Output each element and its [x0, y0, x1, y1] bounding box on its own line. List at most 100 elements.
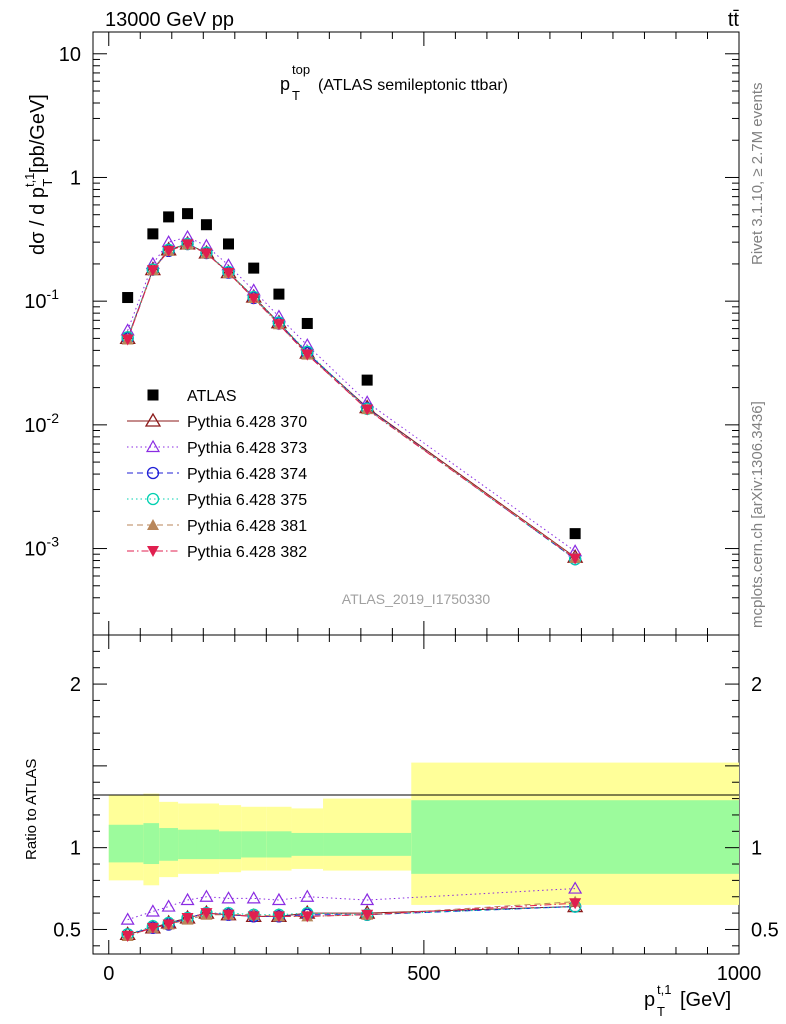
band-green [219, 831, 242, 860]
pythia-6-428-382-point [361, 404, 374, 416]
plot-title-sub: T [292, 88, 300, 103]
pythia-6-428-382-ratio-point [146, 922, 159, 934]
ratio-y-tick-label-right: 0.5 [751, 919, 779, 941]
pythia-6-428-373-ratio-point [221, 891, 236, 904]
pythia-6-428-382-point [222, 267, 235, 279]
legend-label-pythia-6-428-382: Pythia 6.428 382 [187, 544, 307, 561]
atlas-point [223, 238, 235, 250]
atlas-point [248, 262, 260, 274]
legend-label-atlas: ATLAS [187, 388, 237, 405]
pythia-6-428-382-point [181, 239, 194, 251]
legend-label-pythia-6-428-375: Pythia 6.428 375 [187, 492, 307, 509]
atlas-point [569, 528, 581, 540]
band-green [291, 832, 324, 856]
pythia-6-428-382-point [272, 319, 285, 331]
xlabel: p [644, 989, 655, 1011]
band-green [411, 800, 739, 874]
pythia-6-428-382-point [569, 553, 582, 565]
x-tick-label: 0 [103, 963, 114, 985]
band-green [108, 824, 144, 863]
pythia-6-428-382-ratio-point [200, 908, 213, 920]
ratio-y-tick-label-right: 2 [751, 674, 762, 696]
atlas-point [361, 374, 373, 386]
ratio-y-tick-label: 1 [70, 838, 81, 860]
pythia-6-428-382-ratio-point [222, 909, 235, 921]
atlas-point [273, 288, 285, 300]
axis-ticks: 10 1 10-1 10-2 10-3 0 500 1000 0.5 0.5 1 1 2 2 [24, 32, 779, 985]
pythia-6-428-373-ratio-line [127, 888, 576, 921]
mcplots-label: mcplots.cern.ch [arXiv:1306.3436] [749, 401, 766, 628]
pythia-6-428-370-ratio-line [127, 906, 576, 935]
pythia-6-428-373-ratio-point [568, 881, 583, 894]
pythia-6-428-373-ratio-point [300, 889, 315, 902]
pythia-6-428-382-point [200, 248, 213, 260]
pythia-6-428-373-ratio-point [145, 904, 160, 917]
band-green [241, 831, 267, 858]
pythia-6-428-374-ratio-line [127, 906, 576, 935]
pythia-6-428-382-ratio-point [247, 911, 260, 923]
pythia-6-428-382-point [247, 293, 260, 305]
atlas-point [122, 292, 134, 304]
pythia-6-428-382-ratio-point [162, 919, 175, 931]
pythia-6-428-382-ratio-point [569, 898, 582, 910]
legend: ATLAS Pythia 6.428 370 Pythia 6.428 373 Pyt… [127, 388, 307, 561]
main-series [119, 208, 584, 566]
pythia-6-428-382-point [146, 265, 159, 277]
pythia-6-428-382-ratio-point [272, 911, 285, 923]
y-tick-label: 10 [59, 44, 81, 66]
xlabel-sup: t,1 [657, 982, 671, 997]
band-green [159, 828, 179, 861]
legend-label-pythia-6-428-374: Pythia 6.428 374 [187, 466, 307, 483]
y-tick-label: 10-3 [24, 534, 59, 561]
ratio-series [119, 881, 584, 943]
pythia-6-428-373-ratio-point [161, 899, 176, 912]
y-tick-label: 1 [70, 167, 81, 189]
ratio-uncertainty-bands [108, 762, 739, 905]
rivet-label: Rivet 3.1.10, ≥ 2.7M events [749, 83, 766, 266]
y-tick-label: 10-1 [24, 286, 59, 313]
pythia-6-428-382-point [162, 245, 175, 257]
ratio-ylabel: Ratio to ATLAS [23, 759, 40, 860]
ratio-y-tick-label: 2 [70, 674, 81, 696]
ratio-y-tick-label-right: 1 [751, 838, 762, 860]
pythia-6-428-381-ratio-line [127, 901, 576, 937]
legend-marker-atlas [147, 389, 159, 401]
legend-marker-pythia-6-428-381 [147, 519, 159, 530]
band-green [196, 829, 220, 860]
pythia-6-428-375-ratio-line [127, 906, 576, 935]
legend-marker-pythia-6-428-374 [146, 466, 160, 480]
plot-title: p [280, 74, 290, 94]
pythia-6-428-382-ratio-point [121, 931, 134, 943]
band-green [178, 829, 197, 860]
atlas-point [301, 317, 313, 329]
x-tick-label: 1000 [717, 963, 762, 985]
pythia-6-428-382-line [127, 243, 576, 559]
xlabel-sub: T [657, 1004, 665, 1019]
plot-title-rest: (ATLAS semileptonic ttbar) [318, 77, 508, 94]
atlas-point [163, 211, 175, 223]
pythia-6-428-373-ratio-point [120, 912, 135, 925]
main-ylabel: dσ / d pt,1 T [pb/GeV] [22, 94, 55, 255]
process-label: tt̄ [728, 9, 740, 31]
xlabel-unit: [GeV] [680, 989, 731, 1011]
legend-label-pythia-6-428-373: Pythia 6.428 373 [187, 440, 307, 457]
x-tick-label: 500 [407, 963, 440, 985]
pythia-6-428-373-line [127, 236, 576, 552]
band-green [323, 832, 412, 856]
ratio-y-tick-label: 0.5 [53, 919, 81, 941]
pythia-6-428-382-ratio-point [301, 911, 314, 923]
atlas-point [200, 219, 212, 231]
pythia-6-428-382-ratio-point [181, 913, 194, 925]
legend-marker-pythia-6-428-382 [147, 546, 159, 557]
legend-label-pythia-6-428-381: Pythia 6.428 381 [187, 518, 307, 535]
plot-title-sup: top [292, 62, 310, 77]
atlas-point [147, 228, 159, 240]
pythia-6-428-373-ratio-point [271, 892, 286, 906]
band-green [143, 823, 160, 865]
pythia-6-428-373-ratio-point [360, 892, 375, 906]
plot-title-main: p [280, 74, 290, 94]
pythia-6-428-382-point [121, 334, 134, 346]
pythia-6-428-373-ratio-point [199, 889, 214, 902]
band-green [266, 831, 292, 858]
